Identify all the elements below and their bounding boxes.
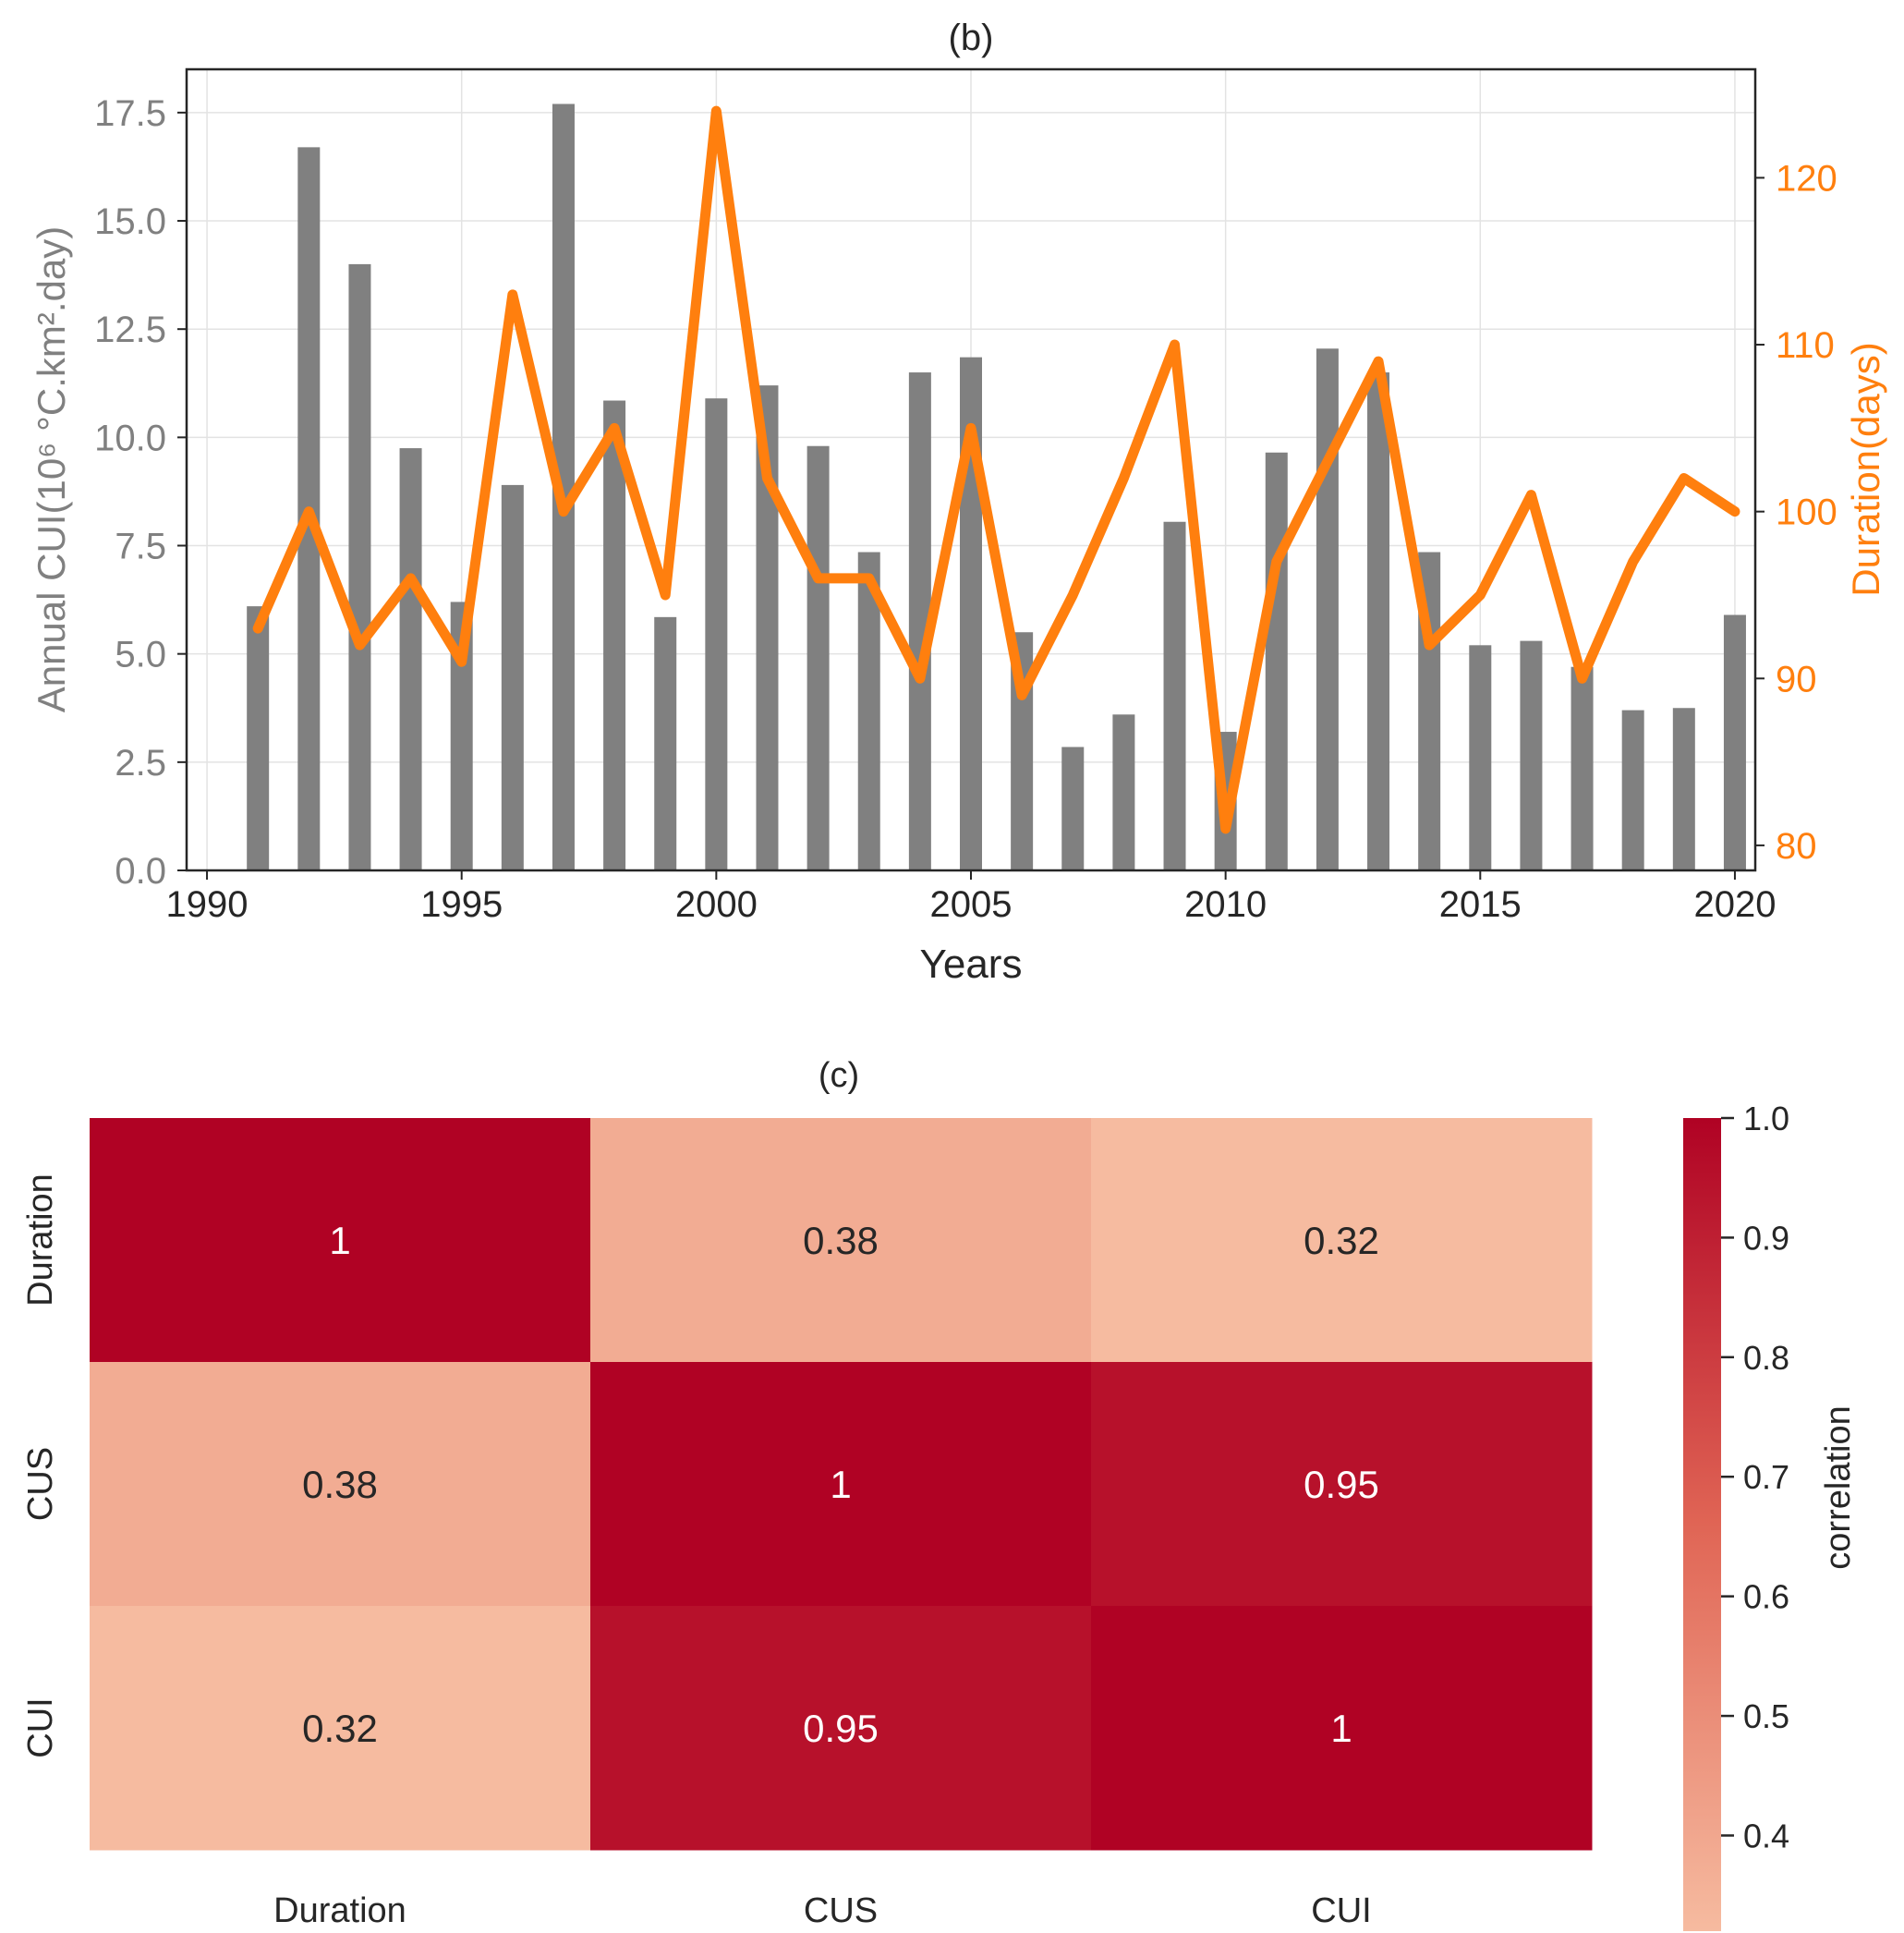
row-label: CUS <box>21 1447 60 1521</box>
heatmap-cell-value: 0.32 <box>302 1707 378 1750</box>
bar-1999 <box>654 616 677 870</box>
bar-2017 <box>1570 666 1594 870</box>
colorbar-tick-label: 0.9 <box>1743 1219 1789 1257</box>
colorbar-tick-label: 0.5 <box>1743 1697 1789 1735</box>
x-tick-label: 2015 <box>1439 884 1522 925</box>
bar-2002 <box>806 445 830 870</box>
heatmap-cell-value: 0.32 <box>1304 1219 1379 1262</box>
cui-bars <box>247 103 1746 871</box>
x-tick-label: 2000 <box>675 884 758 925</box>
x-tick-label: 2020 <box>1693 884 1776 925</box>
x-tick-label: 1990 <box>166 884 249 925</box>
heatmap-column-labels: Duration CUS CUI <box>273 1891 1372 1930</box>
heatmap-cell-value: 0.95 <box>803 1707 879 1750</box>
column-label: CUS <box>804 1891 878 1930</box>
heatmap-cell <box>1091 1606 1593 1851</box>
chart-c-title: (c) <box>819 1056 859 1095</box>
heatmap-cell-value: 0.38 <box>803 1219 879 1262</box>
x-tick-label: 2010 <box>1184 884 1267 925</box>
heatmap-cell <box>1091 1118 1593 1363</box>
chart-b-grid <box>187 69 1755 871</box>
bar-1996 <box>501 484 524 870</box>
x-tick-label: 1995 <box>420 884 503 925</box>
heatmap-row-labels: Duration CUS CUI <box>21 1173 60 1758</box>
bar-2009 <box>1163 521 1186 870</box>
colorbar-tick-label: 0.8 <box>1743 1339 1789 1377</box>
y-tick-label: 17.5 <box>94 93 166 134</box>
x-tick-label: 2005 <box>930 884 1013 925</box>
bar-1998 <box>603 400 626 870</box>
y-axis-ticks: 0.0 2.5 5.0 7.5 10.0 12.5 15.0 17.5 <box>94 93 187 892</box>
y2-axis-ticks: 80 90 100 110 120 <box>1755 158 1837 867</box>
row-label: Duration <box>21 1173 60 1307</box>
heatmap-cells: 1 0.38 0.32 0.38 1 0.95 0.32 0.95 1 <box>90 1118 1593 1851</box>
colorbar-tick-label: 0.4 <box>1743 1817 1789 1854</box>
chart-b-title: (b) <box>949 18 994 58</box>
colorbar-label: correlation <box>1819 1405 1858 1569</box>
bar-2008 <box>1112 714 1135 870</box>
heatmap-cell-value: 1 <box>1330 1707 1352 1750</box>
bar-2013 <box>1367 372 1390 870</box>
y-axis-label: Annual CUI(10⁶ °C.km².day) <box>30 226 73 713</box>
heatmap-cell <box>1091 1362 1593 1607</box>
heatmap-cell <box>590 1362 1092 1607</box>
y-tick-label: 10.0 <box>94 418 166 458</box>
heatmap-cell <box>590 1606 1092 1851</box>
heatmap-cell <box>590 1118 1092 1363</box>
bar-2019 <box>1672 708 1695 870</box>
colorbar-ticks: 0.4 0.5 0.6 0.7 0.8 0.9 1.0 <box>1721 1100 1789 1854</box>
bar-2018 <box>1621 710 1644 870</box>
colorbar-tick-label: 1.0 <box>1743 1100 1789 1137</box>
correlation-heatmap: (c) 1 0.38 0.32 0.38 1 0.95 0.32 0.95 1 Duration… <box>21 1056 1858 1931</box>
y2-tick-label: 80 <box>1776 826 1817 867</box>
heatmap-cell <box>90 1118 591 1363</box>
y-tick-label: 7.5 <box>115 527 166 567</box>
y-tick-label: 2.5 <box>115 743 166 784</box>
heatmap-cell-value: 0.38 <box>302 1463 378 1506</box>
bar-1994 <box>399 448 422 870</box>
y-tick-label: 0.0 <box>115 851 166 892</box>
heatmap-cell <box>90 1606 591 1851</box>
y2-tick-label: 120 <box>1776 158 1837 199</box>
bar-2007 <box>1061 747 1085 870</box>
heatmap-cell-value: 0.95 <box>1304 1463 1379 1506</box>
heatmap-cell-value: 1 <box>830 1463 851 1506</box>
heatmap-cell <box>90 1362 591 1607</box>
bar-2000 <box>705 398 728 870</box>
y2-tick-label: 110 <box>1776 325 1835 366</box>
cui-duration-chart: (b) 1990 1995 2000 2005 2010 2015 2020 0.0 2.5 5… <box>30 18 1887 987</box>
column-label: Duration <box>273 1891 406 1930</box>
duration-line <box>252 105 1740 834</box>
bar-2012 <box>1316 348 1339 870</box>
bar-2015 <box>1469 645 1492 870</box>
colorbar-tick-label: 0.6 <box>1743 1578 1789 1616</box>
colorbar <box>1683 1118 1721 1931</box>
y2-tick-label: 90 <box>1776 659 1817 699</box>
bar-1991 <box>247 606 270 870</box>
y-tick-label: 15.0 <box>94 201 166 242</box>
x-axis-label: Years <box>920 942 1023 987</box>
column-label: CUI <box>1311 1891 1371 1930</box>
bar-2003 <box>857 552 880 870</box>
x-axis-ticks: 1990 1995 2000 2005 2010 2015 2020 <box>166 870 1776 925</box>
y2-axis-label: Duration(days) <box>1844 342 1887 596</box>
row-label: CUI <box>21 1697 60 1757</box>
y-tick-label: 12.5 <box>94 310 166 350</box>
bar-2011 <box>1265 452 1288 870</box>
y-tick-label: 5.0 <box>115 635 166 675</box>
colorbar-tick-label: 0.7 <box>1743 1458 1789 1496</box>
bar-1993 <box>348 263 371 870</box>
heatmap-cell-value: 1 <box>329 1219 350 1262</box>
bar-2020 <box>1723 614 1746 870</box>
bar-2016 <box>1520 640 1543 870</box>
y2-tick-label: 100 <box>1776 492 1837 533</box>
